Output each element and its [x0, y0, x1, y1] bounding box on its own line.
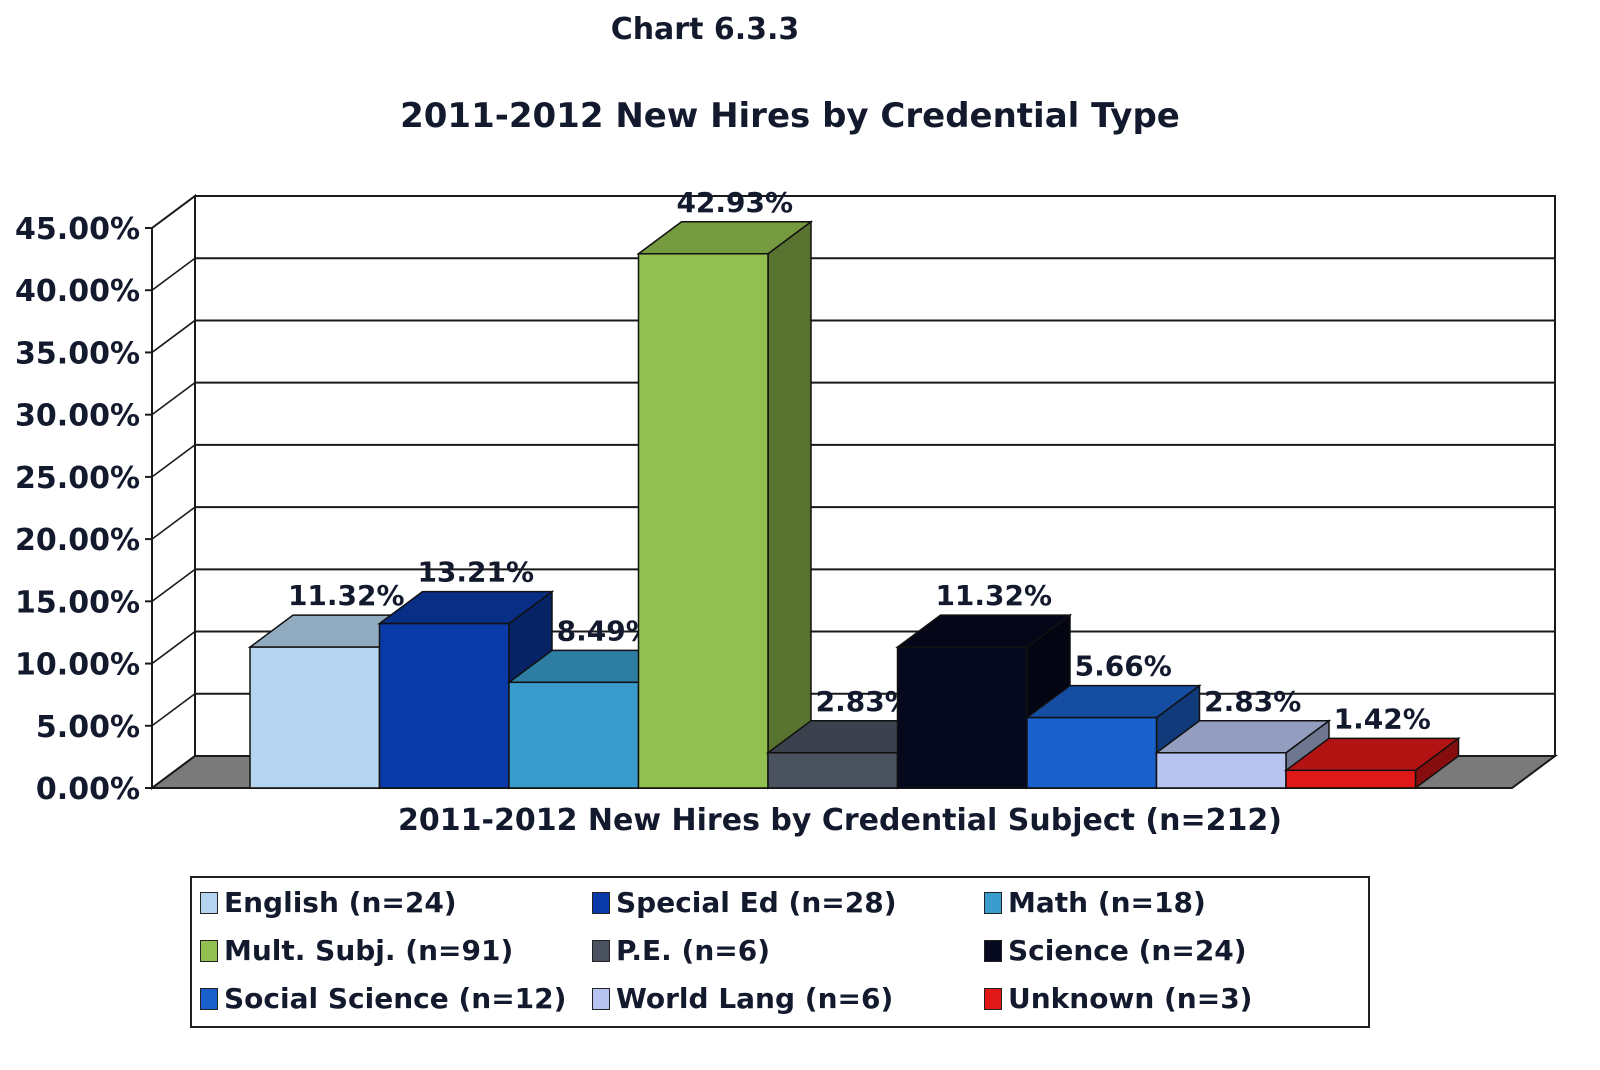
legend-swatch [592, 891, 610, 914]
legend-label: Science (n=24) [1008, 934, 1247, 967]
bar [508, 681, 640, 789]
gridline-side [151, 630, 196, 665]
legend-label: Special Ed (n=28) [616, 886, 897, 919]
legend: English (n=24) Special Ed (n=28) Math (n=1… [190, 876, 1370, 1028]
bar-side [767, 220, 812, 790]
gridline-side [151, 693, 196, 727]
data-label: 2.83% [816, 685, 913, 718]
gridline-side [151, 382, 196, 416]
bar [767, 752, 899, 789]
legend-label: Social Science (n=12) [224, 982, 567, 1015]
legend-item: Social Science (n=12) [200, 982, 566, 1015]
y-tick-label: 5.00% [36, 710, 140, 745]
gridline-side [151, 444, 196, 478]
legend-label: Math (n=18) [1008, 886, 1206, 919]
legend-item: P.E. (n=6) [592, 934, 770, 967]
bar [1026, 716, 1158, 789]
data-label: 5.66% [1075, 650, 1172, 683]
chart-title: 2011-2012 New Hires by Credential Type [400, 96, 1180, 136]
gridline-side [151, 319, 196, 354]
legend-label: World Lang (n=6) [616, 982, 894, 1015]
bar [637, 253, 769, 789]
data-label: 8.49% [557, 614, 654, 647]
legend-item: Unknown (n=3) [984, 982, 1252, 1015]
data-label: 13.21% [417, 556, 534, 589]
y-tick-label: 10.00% [15, 648, 140, 683]
y-tick-label: 35.00% [15, 336, 140, 371]
gridline-side [151, 506, 196, 540]
data-label: 2.83% [1204, 685, 1301, 718]
data-label: 42.93% [676, 186, 793, 219]
data-label: 1.42% [1334, 702, 1431, 735]
bar [249, 646, 381, 789]
bar [896, 646, 1028, 789]
y-tick-label: 30.00% [15, 399, 140, 434]
gridline-side [151, 195, 196, 229]
legend-item: English (n=24) [200, 886, 457, 919]
y-tick-label: 45.00% [15, 212, 140, 247]
y-tick-label: 40.00% [15, 274, 140, 309]
legend-swatch [592, 939, 610, 962]
x-axis-title: 2011-2012 New Hires by Credential Subjec… [398, 803, 1282, 838]
y-tick-label: 0.00% [36, 772, 140, 807]
legend-label: Mult. Subj. (n=91) [224, 934, 514, 967]
data-label: 11.32% [288, 579, 405, 612]
legend-swatch [984, 939, 1002, 962]
legend-item: Math (n=18) [984, 886, 1206, 919]
legend-label: Unknown (n=3) [1008, 982, 1253, 1015]
legend-swatch [200, 891, 218, 914]
bar [1155, 752, 1287, 789]
legend-swatch [592, 987, 610, 1010]
chart-number: Chart 6.3.3 [610, 12, 800, 47]
gridline-side [151, 257, 196, 291]
legend-label: P.E. (n=6) [616, 934, 770, 967]
legend-item: Special Ed (n=28) [592, 886, 897, 919]
legend-label: English (n=24) [224, 886, 457, 919]
legend-swatch [984, 891, 1002, 914]
data-label: 11.32% [935, 579, 1052, 612]
bar [378, 622, 510, 789]
plot-area: 0.00% 5.00% 10.00% 15.00% 20.00% 25.00% 30.00%… [15, 186, 1559, 807]
bar [1285, 769, 1417, 789]
legend-swatch [984, 987, 1002, 1010]
gridline-side [151, 568, 196, 602]
legend-swatch [200, 987, 218, 1010]
y-tick-label: 25.00% [15, 461, 140, 496]
legend-item: Mult. Subj. (n=91) [200, 934, 513, 967]
y-tick-label: 15.00% [15, 585, 140, 620]
legend-item: World Lang (n=6) [592, 982, 893, 1015]
legend-swatch [200, 939, 218, 962]
legend-item: Science (n=24) [984, 934, 1247, 967]
y-tick-label: 20.00% [15, 523, 140, 558]
